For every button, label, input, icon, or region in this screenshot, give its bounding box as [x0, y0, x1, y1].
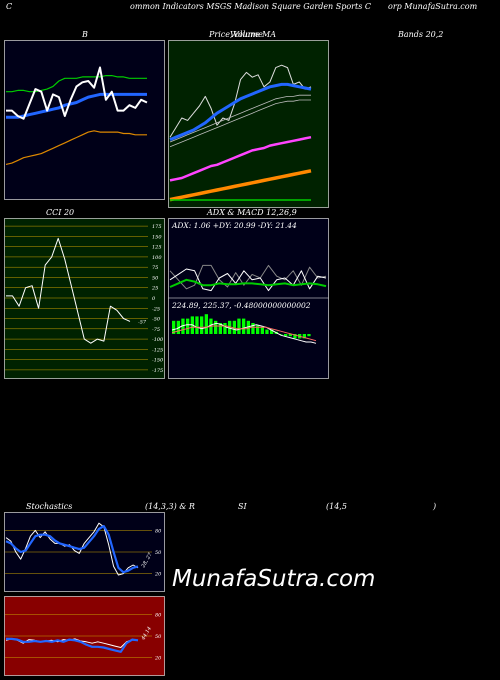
stochastics-tick-label: 80 — [155, 528, 162, 534]
cci-tick-label: -100 — [152, 337, 164, 343]
macd-histogram-bar — [265, 329, 269, 334]
adx-values: ADX: 1.06 +DY: 20.99 -DY: 21.44 — [171, 221, 297, 230]
bands-title: Bands 20,2 — [398, 30, 444, 39]
cci-tick-label: 175 — [152, 224, 162, 230]
macd-histogram-bar — [302, 334, 306, 339]
macd-histogram-bar — [223, 323, 227, 334]
price-ma50-line — [169, 99, 311, 148]
price-title: Price, — [209, 30, 233, 39]
price-ma100-line — [169, 135, 312, 182]
macd-histogram-bar — [246, 320, 250, 334]
volume-title-a: Volume — [230, 30, 260, 39]
adx-adx-line — [169, 278, 327, 288]
cci-tick-label: -25 — [152, 306, 160, 312]
ma-title: MA — [262, 30, 276, 39]
adx-plus_di-line — [169, 268, 327, 292]
macd-signal-line — [171, 325, 317, 342]
macd-histogram-bar — [284, 334, 288, 337]
cci-panel: 175 150 125 100 75 50 25 0 -25 -50 -75 -100 -125 -150… — [4, 218, 165, 379]
cci-chart: 175 150 125 100 75 50 25 0 -25 -50 -75 -100 -125 -150… — [4, 218, 165, 379]
bollinger-mid-line — [6, 92, 147, 119]
macd-histogram-bar — [288, 334, 292, 337]
stochastics-panel: 80 50 20 28, 27 — [4, 512, 165, 592]
macd-histogram-bar — [260, 327, 264, 334]
macd-values: 224.89, 225.37, -0.48000000000002 — [171, 301, 311, 310]
rsi-params: (14,5 — [326, 502, 347, 511]
bollinger-chart — [4, 40, 165, 200]
adx-macd-title: ADX & MACD 12,26,9 — [207, 208, 297, 217]
header-site: orp MunafaSutra.com — [388, 2, 478, 11]
price-ma200-line — [169, 169, 312, 202]
macd-histogram-bar — [307, 334, 311, 337]
cci-tick-label: 150 — [152, 234, 162, 240]
cci-tick-label: 0 — [152, 296, 156, 302]
macd-histogram-bar — [218, 323, 222, 334]
cci-tick-label: -75 — [152, 327, 160, 333]
macd-histogram-bar — [232, 320, 236, 334]
stochastics-title: Stochastics — [26, 502, 73, 511]
adx-macd-panel: ADX: 1.06 +DY: 20.99 -DY: 21.44 224.89, … — [168, 218, 329, 379]
macd-histogram-bar — [228, 320, 232, 334]
macd-histogram-bar — [293, 334, 297, 339]
cci-line — [6, 237, 131, 344]
cci-tick-label: -50 — [152, 317, 161, 323]
price-ma-panel — [168, 40, 329, 208]
macd-histogram-bar — [237, 318, 241, 334]
cci-title: CCI 20 — [46, 208, 75, 217]
cci-tick-label: -175 — [152, 368, 163, 374]
bollinger-title: B — [82, 30, 88, 39]
bollinger-panel — [4, 40, 165, 200]
macd-histogram-bar — [204, 314, 208, 334]
price-ma-chart — [168, 40, 329, 208]
rsi-panel: 80 50 20 44.14 — [4, 596, 165, 676]
bollinger-upper-line — [6, 74, 147, 93]
watermark: MunafaSutra.com — [172, 566, 376, 592]
stochastics-tick-label: 50 — [155, 550, 162, 556]
macd-histogram-bar — [200, 316, 204, 334]
macd-histogram-bar — [195, 316, 199, 334]
price-ma20-line — [169, 82, 312, 141]
macd-histogram-bar — [242, 318, 246, 334]
header-c: C — [6, 2, 13, 11]
rsi-params-close: ) — [433, 502, 437, 511]
cci-tick-label: -125 — [152, 347, 163, 353]
macd-histogram-bar — [251, 323, 255, 334]
cci-tick-label: 125 — [152, 245, 162, 251]
rsi-tick-label: 50 — [155, 634, 162, 640]
macd-histogram-bar — [214, 320, 218, 334]
cci-tick-label: 100 — [152, 255, 162, 261]
macd-histogram-bar — [279, 334, 283, 335]
rsi-rsi_avg-line — [6, 637, 139, 653]
adx-macd-chart: ADX: 1.06 +DY: 20.99 -DY: 21.44 224.89, … — [168, 218, 329, 379]
macd-histogram-bar — [270, 329, 274, 334]
rsi-title: SI — [238, 502, 247, 511]
stochastics-params: (14,3,3) & R — [145, 502, 195, 511]
stochastics-d-line — [5, 525, 139, 574]
macd-histogram-bar — [186, 318, 190, 334]
bollinger-lower-line — [5, 130, 147, 165]
macd-histogram-bar — [181, 318, 185, 334]
cci-tick-label: 25 — [151, 286, 158, 292]
cci-last-label: -57 — [138, 319, 147, 325]
volume-title-b: Volume — [233, 30, 263, 39]
price-ma50-upper-line — [169, 94, 311, 143]
rsi-tick-label: 80 — [155, 612, 162, 618]
macd-histogram-bar — [256, 325, 260, 334]
cci-tick-label: -150 — [152, 358, 164, 364]
macd-histogram-bar — [172, 320, 176, 334]
cci-tick-label: 50 — [152, 275, 159, 281]
rsi-tick-label: 20 — [154, 656, 162, 662]
price-price-line — [169, 64, 312, 138]
stochastics-tick-label: 20 — [154, 572, 162, 578]
bollinger-price-line — [6, 66, 148, 120]
cci-tick-label: 75 — [152, 265, 158, 271]
header-title: ommon Indicators MSGS Madison Square Gar… — [130, 2, 371, 11]
